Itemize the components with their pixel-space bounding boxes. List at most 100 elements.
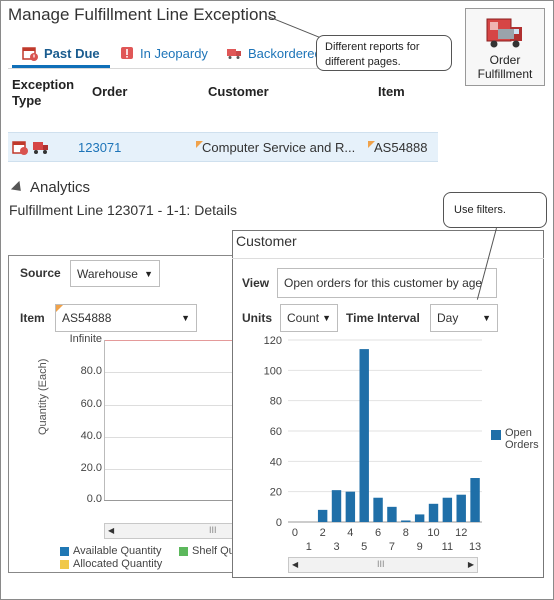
bar-9[interactable] (414, 514, 425, 522)
y-axis-line (104, 340, 105, 500)
units-label: Units (242, 311, 272, 325)
dropdown-caret-icon: ▼ (482, 313, 491, 323)
legend-label: Available Quantity (73, 545, 162, 557)
truck-icon (33, 142, 48, 154)
x-tick-label: 10 (427, 527, 439, 539)
view-value: Open orders for this customer by age (284, 276, 483, 290)
bar-10[interactable] (428, 503, 439, 522)
col-header-item: Item (378, 84, 405, 99)
col-header-exception-type: Exception Type (12, 77, 74, 109)
legend-allocated-quantity: Allocated Quantity (60, 558, 162, 570)
units-value: Count (287, 311, 320, 325)
dropdown-caret-icon: ▼ (144, 268, 153, 279)
legend-label: Shelf Qu (192, 545, 235, 557)
x-tick-label: 6 (375, 527, 381, 539)
source-select[interactable]: Warehouse ▼ (70, 260, 160, 287)
item-value: AS54888 (62, 311, 112, 325)
legend-label-line1: Open (505, 427, 532, 439)
order-fulfillment-label-2: Fulfillment (477, 67, 533, 81)
bar-13[interactable] (470, 478, 480, 522)
customer-chart-scrollbar[interactable]: ◀ III ▶ (288, 557, 478, 573)
y-tick-label: 40 (270, 456, 282, 468)
x-tick-label: 12 (455, 527, 467, 539)
view-select[interactable]: Open orders for this customer by age (277, 268, 497, 298)
bar-11[interactable] (442, 497, 453, 522)
x-tick-label: 1 (306, 541, 312, 553)
col-header-exception-line2: Type (12, 93, 42, 108)
bar-4[interactable] (345, 491, 356, 522)
bar-6[interactable] (373, 497, 383, 522)
legend-shelf-quantity: Shelf Qu (179, 545, 235, 557)
left-chart-scrollbar[interactable]: ◀ III (104, 523, 244, 539)
tab-backordered[interactable]: Backordered (226, 40, 322, 66)
analytics-label: Analytics (30, 179, 91, 196)
truck-icon (484, 13, 526, 51)
legend-swatch (60, 559, 69, 569)
flag-marker-icon (196, 141, 203, 148)
tab-past-due[interactable]: Past Due (22, 40, 100, 66)
y-tick: 60.0 (80, 398, 102, 410)
bar-12[interactable] (456, 494, 466, 522)
bar-7[interactable] (387, 506, 397, 522)
time-interval-select[interactable]: Day ▼ (430, 304, 498, 332)
view-label: View (242, 276, 270, 290)
callout-filters: Use filters. (443, 192, 547, 228)
item-select[interactable]: AS54888 ▼ (55, 304, 197, 332)
x-tick-label: 5 (361, 541, 367, 553)
x-tick-label: 9 (417, 541, 423, 553)
bar-5[interactable] (359, 349, 369, 522)
callout-filters-text: Use filters. (454, 204, 506, 216)
dropdown-caret-icon: ▼ (322, 313, 331, 323)
backorder-icon (227, 49, 241, 59)
order-number-link[interactable]: 123071 (78, 140, 122, 155)
time-interval-value: Day (437, 311, 459, 325)
col-header-customer: Customer (208, 84, 269, 99)
gridline (104, 469, 244, 470)
y-tick: 80.0 (80, 365, 102, 377)
source-value: Warehouse (77, 266, 138, 281)
callout-reports-text: Different reports for different pages. (325, 41, 420, 68)
bar-3[interactable] (331, 490, 342, 522)
y-tick-label: 120 (264, 335, 282, 347)
details-title: Fulfillment Line 123071 - 1-1: Details (9, 202, 238, 218)
customer-cell: Computer Service and R... (202, 140, 356, 155)
order-fulfillment-label-1: Order (489, 53, 521, 67)
analytics-header[interactable]: Analytics (10, 179, 91, 196)
bar-2[interactable] (317, 509, 328, 522)
x-tick-label: 7 (389, 541, 395, 553)
item-label: Item (20, 311, 45, 325)
scroll-left-icon[interactable]: ◀ (108, 526, 115, 535)
units-select[interactable]: Count ▼ (280, 304, 338, 332)
scroll-grip[interactable]: III (209, 525, 217, 535)
item-cell: AS54888 (374, 140, 428, 155)
infinite-line (104, 340, 244, 341)
page-title: Manage Fulfillment Line Exceptions (8, 5, 277, 24)
source-label: Source (20, 266, 61, 280)
x-tick-label: 8 (403, 527, 409, 539)
y-tick-label: 60 (270, 426, 282, 438)
x-axis-line (104, 500, 244, 501)
legend-swatch (179, 546, 188, 556)
order-fulfillment-button[interactable]: Order Fulfillment (465, 8, 545, 86)
tab-in-jeopardy[interactable]: In Jeopardy (120, 40, 208, 66)
y-axis-label: Quantity (Each) (37, 358, 49, 435)
flag-marker-icon (56, 305, 63, 312)
exception-type-icons (12, 139, 50, 155)
y-tick: Infinite (69, 333, 102, 345)
scroll-grip[interactable]: III (377, 559, 385, 569)
y-tick-label: 20 (270, 487, 282, 499)
legend-swatch (491, 430, 501, 440)
table-row[interactable] (8, 132, 438, 162)
gridline (104, 437, 244, 438)
callout-reports: Different reports for different pages. (316, 35, 452, 71)
bar-8[interactable] (401, 520, 411, 522)
tab-label: Past Due (44, 45, 100, 61)
x-tick-label: 11 (442, 541, 453, 553)
jeopardy-icon (121, 47, 133, 59)
scroll-right-icon[interactable]: ▶ (467, 560, 474, 569)
legend-label: Open Orders (505, 427, 539, 451)
legend-swatch (60, 546, 69, 556)
legend-label: Allocated Quantity (73, 558, 163, 570)
scroll-left-icon[interactable]: ◀ (292, 560, 299, 569)
x-tick-label: 13 (469, 541, 481, 553)
